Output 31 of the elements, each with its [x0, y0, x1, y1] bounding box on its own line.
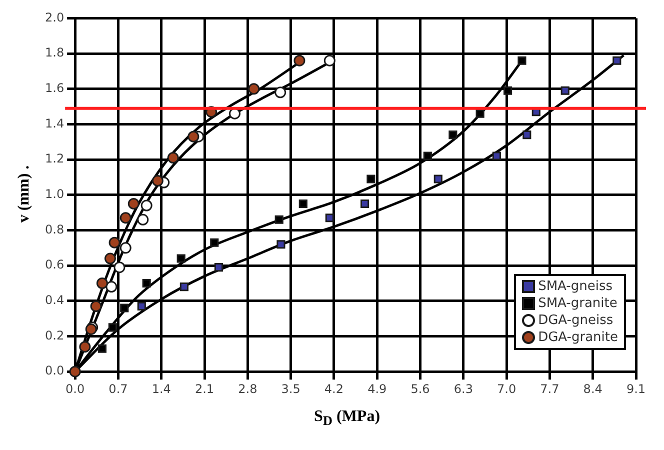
x-tick-label: 4.9: [368, 382, 387, 396]
y-tick-label: 2.0: [44, 10, 64, 24]
y-tick-label: 1.8: [44, 46, 64, 60]
x-tick-label: 0.0: [66, 382, 85, 396]
x-tick-label: 4.2: [324, 382, 344, 396]
x-tick-label: 2.8: [238, 382, 258, 396]
x-tick-label: 0.7: [108, 382, 128, 396]
y-tick-label: 1.0: [44, 187, 64, 202]
y-tick-label: 1.4: [44, 116, 64, 130]
x-tick-label: 5.6: [410, 382, 430, 396]
legend-label: DGA-gneiss: [538, 312, 614, 329]
y-axis-title: v (mm) .: [16, 165, 34, 223]
x-tick-label: 2.1: [194, 382, 214, 396]
legend-label: SMA-gneiss: [538, 278, 613, 295]
y-tick-label: 1.6: [44, 81, 64, 96]
x-tick-label: 7.7: [540, 382, 560, 396]
x-tick-label: 8.4: [583, 382, 602, 396]
y-tick-label: 0.6: [44, 258, 64, 272]
x-axis-title: S$_{D}$ (MPa): [312, 408, 382, 430]
x-tick-label: 1.4: [152, 382, 171, 396]
y-tick-label: 1.2: [44, 152, 64, 166]
legend-label: DGA-granite: [538, 329, 618, 346]
x-tick-label: 9.1: [626, 382, 646, 396]
y-tick-label: 0.8: [44, 222, 64, 236]
x-tick-label: 7.0: [497, 382, 516, 396]
y-tick-label: 0.0: [44, 364, 64, 378]
y-tick-label: 0.4: [44, 293, 64, 308]
x-tick-label: 3.5: [281, 382, 300, 396]
y-tick-label: 0.2: [44, 328, 64, 342]
legend-label: SMA-granite: [538, 295, 618, 312]
x-tick-label: 6.3: [454, 382, 473, 396]
